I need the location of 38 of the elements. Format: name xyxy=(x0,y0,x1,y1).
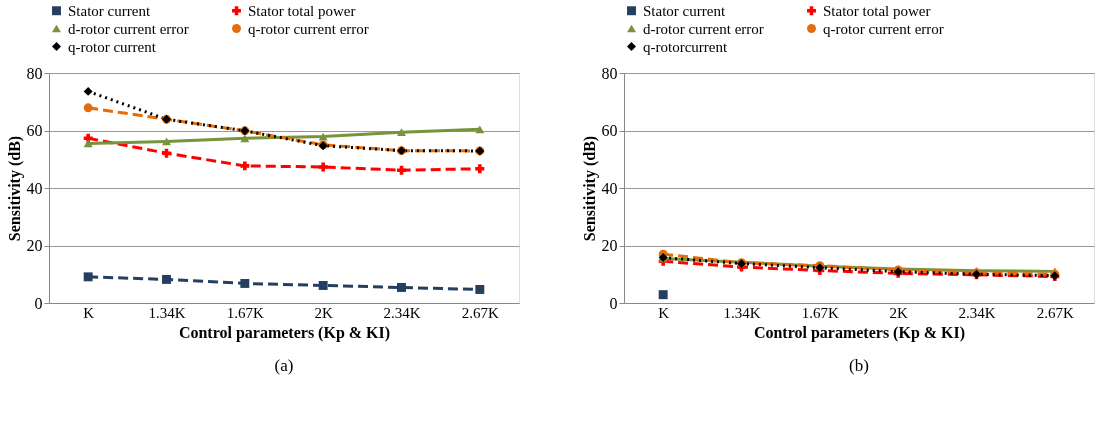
x-tick-label: 2K xyxy=(889,304,908,321)
y-tick-label: 60 xyxy=(26,122,43,139)
legend-label: d-rotor current error xyxy=(68,20,189,37)
x-tick-label: 1.67K xyxy=(801,304,840,321)
x-tick-label: K xyxy=(658,304,670,321)
legend-label: q-rotor current xyxy=(68,38,157,55)
y-axis-title: Sensitivity (dB) xyxy=(580,135,599,242)
legend-label: d-rotor current error xyxy=(643,20,764,37)
x-tick-label: 1.67K xyxy=(226,304,265,321)
x-tick-label: K xyxy=(83,304,95,321)
y-axis-title: Sensitivity (dB) xyxy=(5,135,24,242)
x-axis-title: Control parameters (Kp & KI) xyxy=(753,323,966,342)
y-tick-label: 0 xyxy=(34,294,43,312)
y-tick-label: 20 xyxy=(26,237,43,254)
x-tick-label: 2K xyxy=(314,304,333,321)
y-tick-label: 80 xyxy=(601,64,618,82)
legend-label: Stator total power xyxy=(823,2,931,19)
legend-label: Stator current xyxy=(643,2,726,19)
x-tick-label: 1.34K xyxy=(723,304,761,321)
y-tick-label: 60 xyxy=(601,122,618,139)
y-tick-label: 40 xyxy=(601,179,618,197)
y-tick-label: 20 xyxy=(601,237,618,254)
legend-label: Stator current xyxy=(68,2,151,19)
legend-label: q-rotorcurrent xyxy=(643,38,728,55)
x-tick-label: 2.34K xyxy=(958,304,996,321)
x-axis-title: Control parameters (Kp & KI) xyxy=(178,323,391,342)
x-tick-label: 1.34K xyxy=(148,304,186,321)
x-tick-label: 2.34K xyxy=(383,304,421,321)
legend-label: q-rotor current error xyxy=(823,20,944,37)
x-tick-label: 2.67K xyxy=(1036,304,1075,321)
text: (a) xyxy=(274,356,294,375)
legend-label: q-rotor current error xyxy=(248,20,369,37)
y-tick-label: 0 xyxy=(609,294,618,312)
text: (b) xyxy=(849,356,869,375)
legend-label: Stator total power xyxy=(248,2,356,19)
x-tick-label: 2.67K xyxy=(461,304,500,321)
y-tick-label: 80 xyxy=(26,64,43,82)
y-tick-label: 40 xyxy=(26,179,43,197)
